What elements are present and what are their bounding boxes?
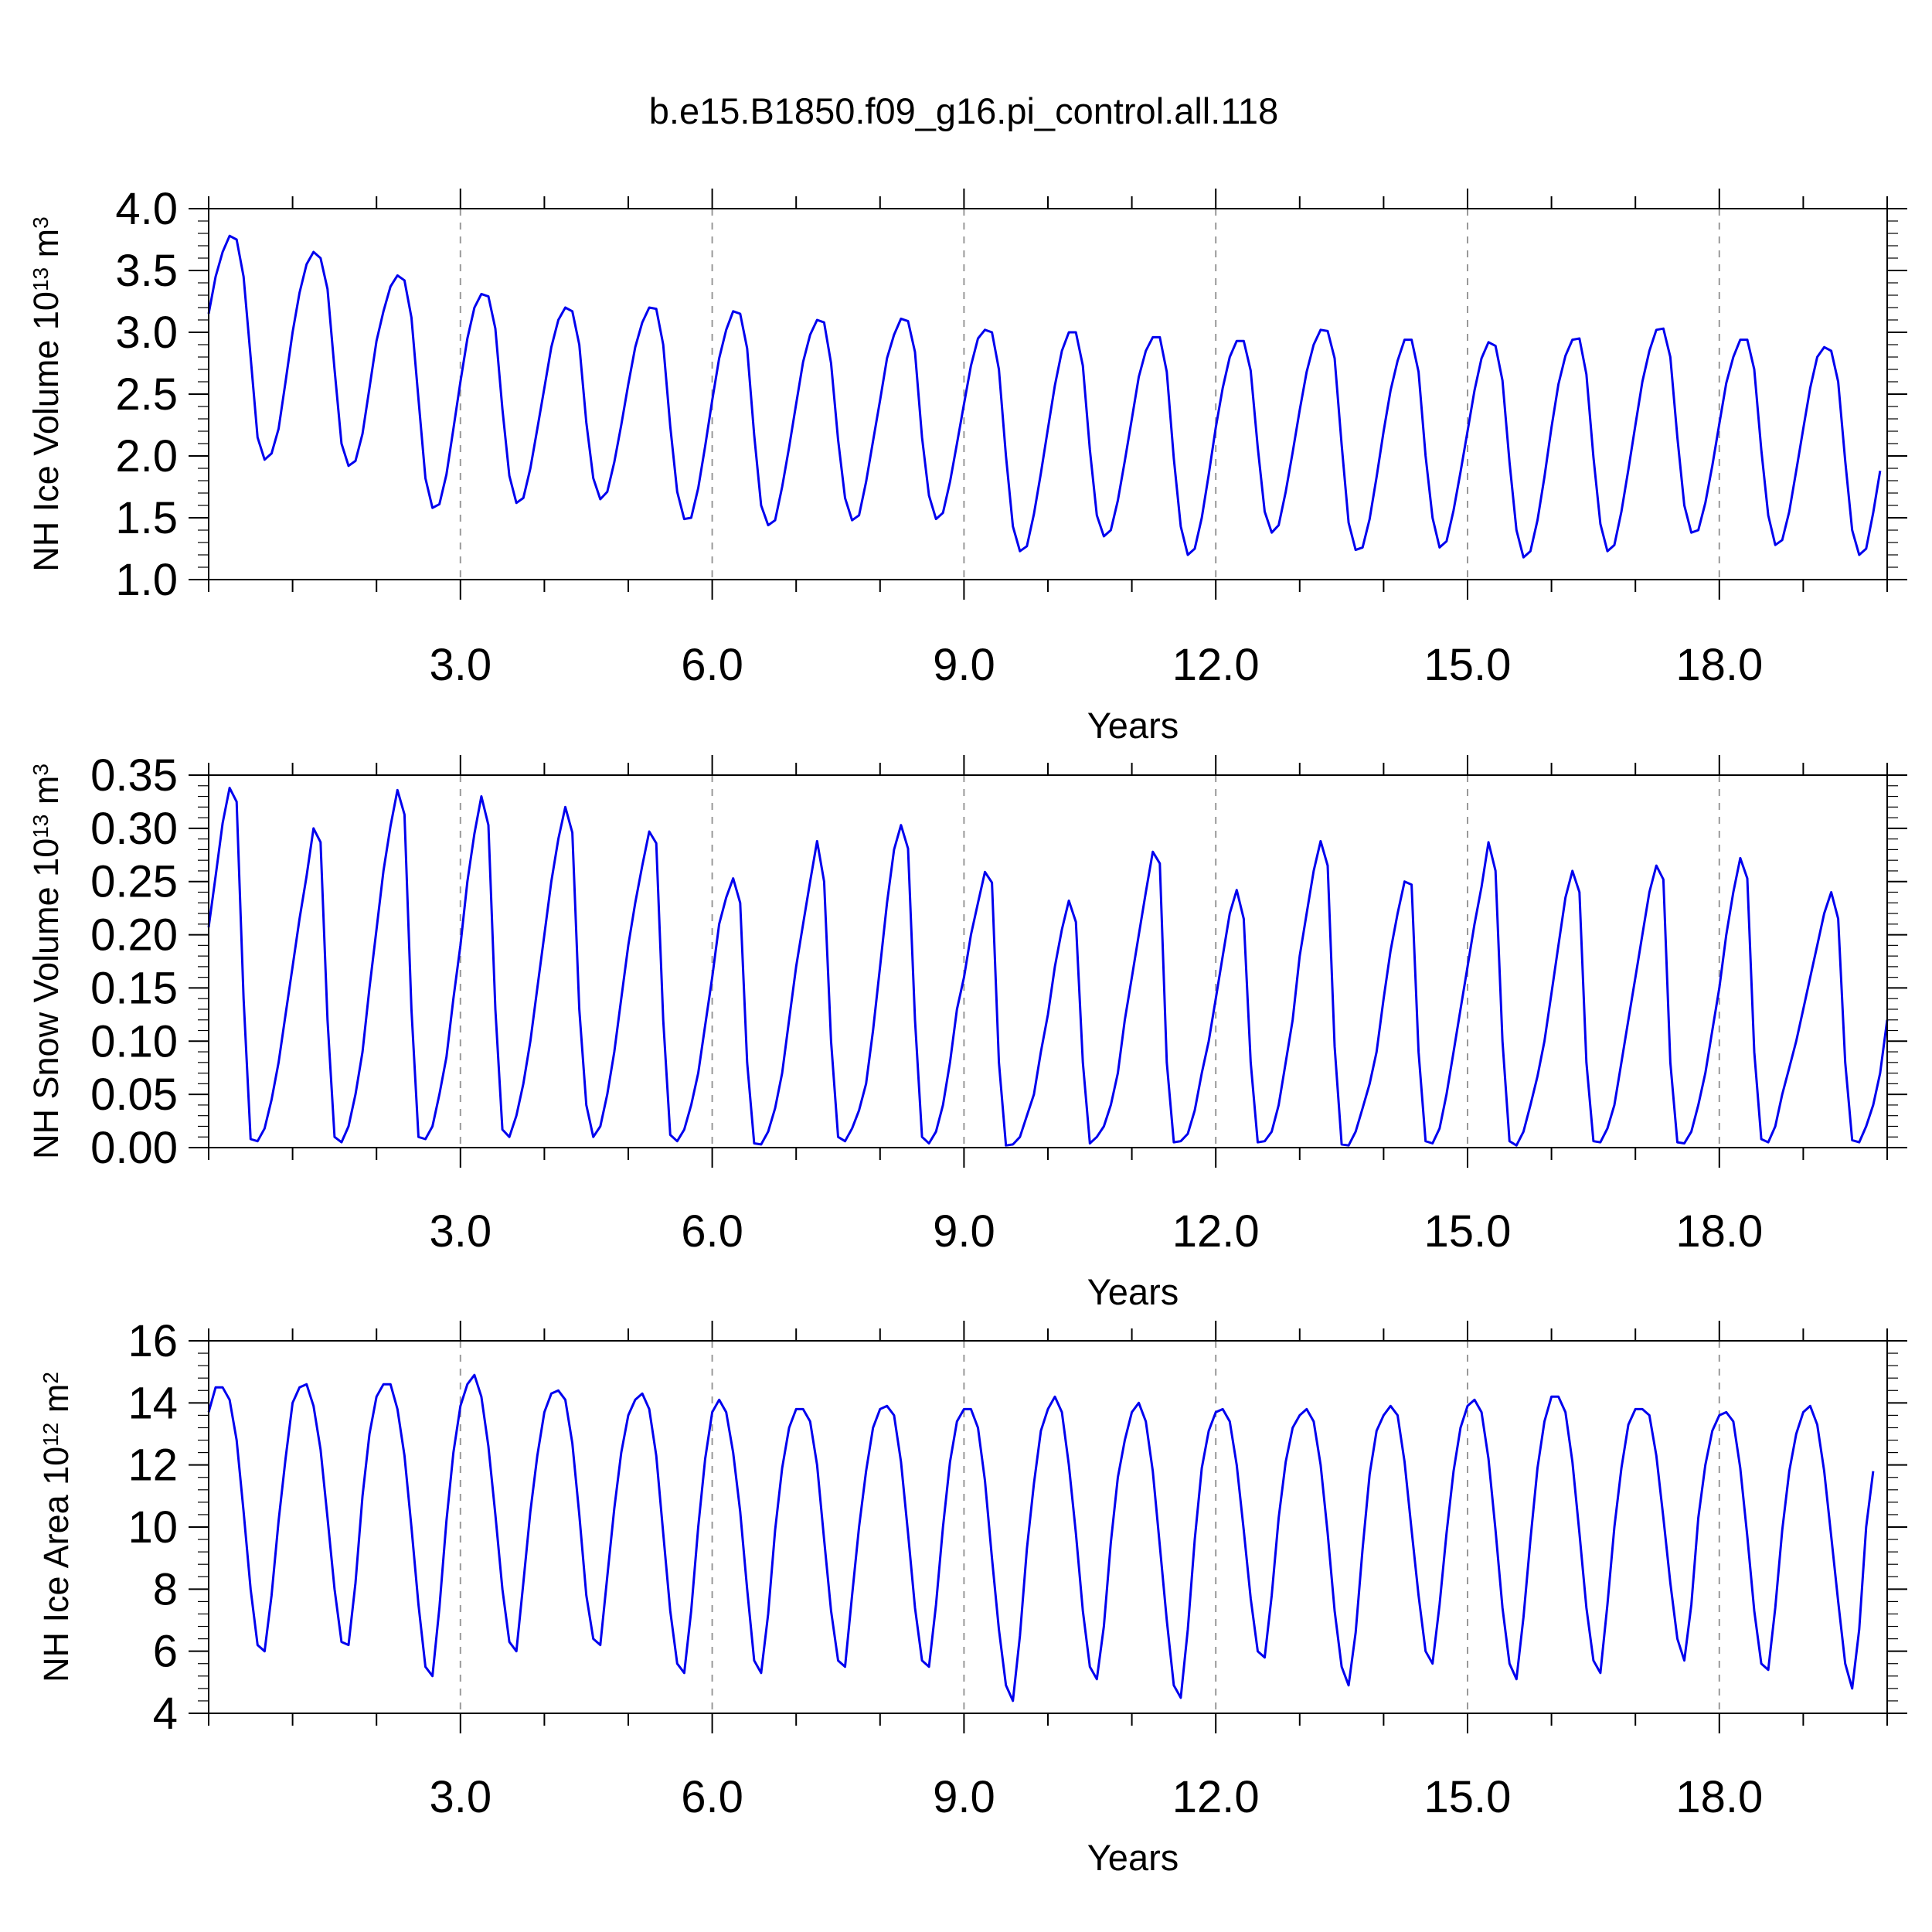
y-tick-label: 10 [128, 1502, 178, 1553]
y-axis-title-superscript: 13 [29, 267, 53, 291]
y-tick-label: 3.5 [115, 246, 178, 296]
y-axis-title-part: m [26, 776, 66, 805]
x-tick-label: 6.0 [681, 1772, 743, 1822]
y-axis-title-superscript: 3 [29, 216, 53, 229]
y-tick-label: 0.10 [90, 1016, 178, 1066]
y-axis-title-superscript: 3 [29, 764, 53, 776]
y-axis-title-superscript: 2 [39, 1372, 63, 1384]
y-tick-label: 8 [153, 1564, 178, 1614]
y-axis-title-space [36, 1413, 76, 1423]
y-axis-title-part: NH Snow Volume 10 [26, 838, 66, 1159]
y-axis-title-part: m [36, 1384, 76, 1413]
y-tick-label: 0.20 [90, 910, 178, 961]
y-tick-label: 12 [128, 1440, 178, 1491]
x-tick-label: 18.0 [1675, 1206, 1763, 1257]
y-tick-label: 0.25 [90, 857, 178, 907]
x-tick-label: 15.0 [1424, 1772, 1512, 1822]
figure-title: b.e15.B1850.f09_g16.pi_control.all.118 [649, 90, 1278, 131]
y-axis-title-part: NH Ice Volume 10 [26, 291, 66, 572]
x-axis-title: Years [1087, 1271, 1179, 1312]
y-tick-label: 0.30 [90, 804, 178, 854]
chart-panel-snow-volume: 3.0 6.0 9.0 12.0 15.0 18.00.000.050.100.150.2… [26, 750, 1907, 1312]
x-tick-label: 3.0 [429, 640, 492, 690]
plot-frame [208, 1340, 1888, 1714]
y-tick-label: 6 [153, 1627, 178, 1677]
y-tick-label: 16 [128, 1316, 178, 1366]
x-tick-label: 6.0 [681, 1206, 743, 1257]
plot-frame [208, 208, 1888, 580]
y-tick-label: 0.35 [90, 750, 178, 801]
y-tick-label: 0.00 [90, 1123, 178, 1173]
chart-panel-ice-area: 3.0 6.0 9.0 12.0 15.0 18.0 4 6 8 10 12 14 16 Years NH … [36, 1316, 1907, 1878]
y-tick-label: 1.0 [115, 555, 178, 605]
y-axis-title: NH Ice Volume 1013 m3 [26, 216, 66, 571]
x-tick-label: 12.0 [1172, 1206, 1260, 1257]
y-axis-title-space [26, 257, 66, 267]
y-axis-title-superscript: 13 [29, 815, 53, 838]
x-tick-label: 3.0 [429, 1206, 492, 1257]
x-tick-label: 12.0 [1172, 640, 1260, 690]
x-tick-label: 6.0 [681, 640, 743, 690]
y-axis-title-superscript: 12 [39, 1423, 63, 1447]
y-tick-label: 1.5 [115, 493, 178, 543]
y-tick-label: 0.05 [90, 1070, 178, 1120]
x-tick-label: 3.0 [429, 1772, 492, 1822]
y-axis-title: NH Ice Area 1012 m2 [36, 1372, 76, 1682]
series-line-ice-area [207, 1373, 1875, 1702]
panels: 3.0 6.0 9.0 12.0 15.0 18.0 1.0 1.5 2.0 2.5 3.0 3.5 4… [26, 184, 1907, 1878]
x-tick-label: 9.0 [933, 1772, 995, 1822]
x-tick-label: 12.0 [1172, 1772, 1260, 1822]
x-axis-title: Years [1087, 705, 1179, 746]
x-tick-label: 9.0 [933, 640, 995, 690]
x-tick-label: 18.0 [1675, 640, 1763, 690]
y-tick-label: 2.0 [115, 431, 178, 481]
series-line-snow-volume [207, 787, 1889, 1147]
y-tick-label: 2.5 [115, 369, 178, 420]
chart-panel-ice-volume: 3.0 6.0 9.0 12.0 15.0 18.0 1.0 1.5 2.0 2.5 3.0 3.5 4… [26, 184, 1907, 746]
x-tick-label: 15.0 [1424, 640, 1512, 690]
y-tick-label: 14 [128, 1378, 178, 1428]
plot-frame [208, 774, 1888, 1148]
x-tick-label: 9.0 [933, 1206, 995, 1257]
y-axis-title: NH Snow Volume 1013 m3 [26, 764, 66, 1159]
y-tick-label: 0.15 [90, 963, 178, 1013]
y-axis-title-part: NH Ice Area 10 [36, 1447, 76, 1682]
y-tick-label: 3.0 [115, 308, 178, 358]
y-tick-label: 4 [153, 1689, 178, 1739]
x-axis-title: Years [1087, 1837, 1179, 1878]
y-tick-label: 4.0 [115, 184, 178, 234]
series-line-ice-volume [207, 234, 1882, 559]
y-axis-title-space [26, 804, 66, 815]
x-tick-label: 15.0 [1424, 1206, 1512, 1257]
y-axis-title-part: m [26, 229, 66, 258]
x-tick-label: 18.0 [1675, 1772, 1763, 1822]
